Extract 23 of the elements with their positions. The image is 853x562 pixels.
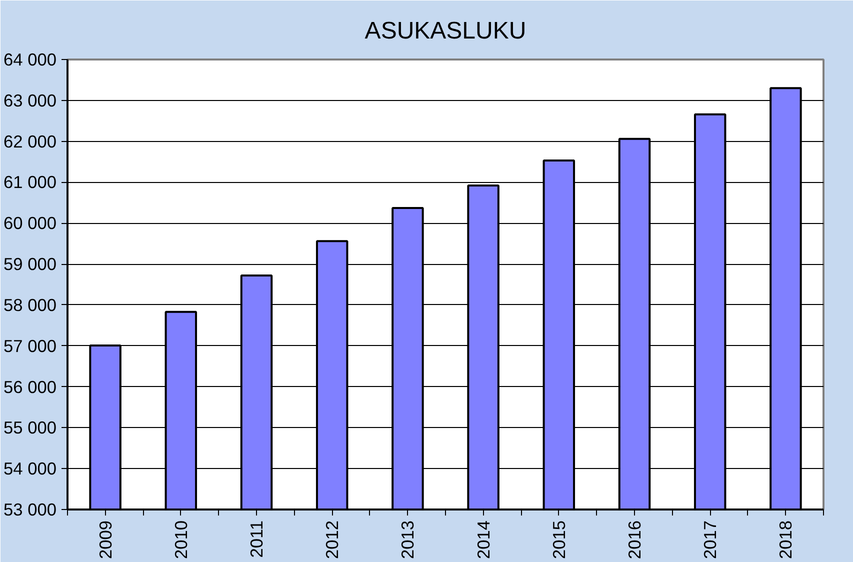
y-tick-label: 54 000 [4,458,56,479]
y-tick-label: 61 000 [4,172,56,192]
x-tick-label: 2017 [700,520,720,560]
x-tick-label: 2016 [624,520,644,560]
x-tick-label: 2009 [95,520,116,560]
y-tick-label: 53 000 [4,500,56,520]
x-tick-label: 2011 [246,520,266,558]
y-tick-label: 55 000 [4,418,56,438]
y-tick-label: 62 000 [4,131,56,152]
x-tick-label: 2010 [170,520,191,560]
y-tick-label: 63 000 [4,90,56,110]
chart-title: ASUKASLUKU [364,18,526,44]
x-tick-label: 2018 [776,520,796,560]
y-tick-label: 64 000 [4,50,56,70]
y-tick-label: 57 000 [4,336,56,356]
x-tick-label: 2013 [398,520,418,560]
y-tick-label: 56 000 [4,376,56,397]
y-tick-label: 60 000 [4,213,56,234]
y-tick-label: 58 000 [4,294,56,315]
y-tick-label: 59 000 [4,254,56,274]
x-tick-label: 2015 [548,520,569,560]
x-tick-label: 2012 [322,520,342,560]
x-tick-label: 2014 [473,520,494,560]
